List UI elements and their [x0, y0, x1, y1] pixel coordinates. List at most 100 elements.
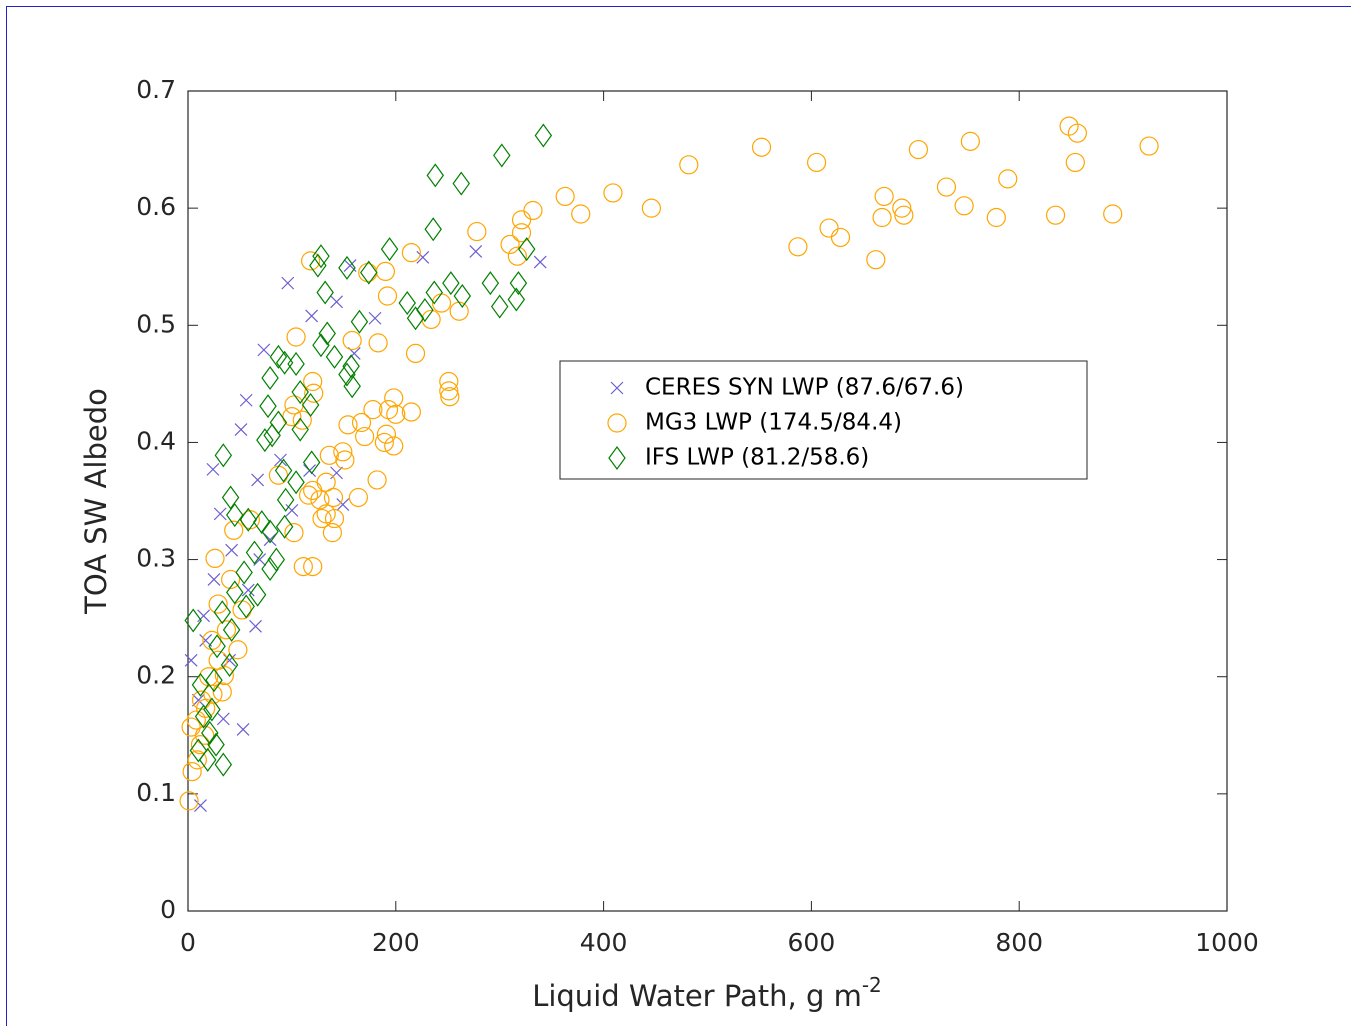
- scatter-point: [256, 428, 274, 453]
- scatter-point: [416, 250, 430, 264]
- scatter-point: [1103, 204, 1123, 224]
- page-frame: [6, 6, 1351, 1026]
- scatter-point: [330, 466, 344, 480]
- scatter-point: [291, 417, 309, 442]
- legend-marker: [608, 445, 626, 471]
- scatter-point: [338, 255, 356, 280]
- scatter-point: [212, 682, 232, 702]
- scatter-point: [259, 394, 277, 419]
- scatter-point: [203, 697, 221, 722]
- x-tick-label: 800: [995, 928, 1043, 957]
- y-tick-label: 0.6: [136, 192, 176, 221]
- scatter-point: [206, 462, 220, 476]
- scatter-point: [205, 548, 225, 569]
- scatter-point: [199, 667, 219, 687]
- scatter-point: [384, 436, 404, 456]
- scatter-point: [191, 693, 205, 707]
- scatter-point: [751, 137, 772, 157]
- scatter-point: [263, 533, 277, 547]
- scatter-point: [305, 309, 319, 323]
- scatter-point: [323, 487, 344, 508]
- scatter-point: [509, 271, 528, 296]
- scatter-point: [208, 634, 226, 659]
- scatter-point: [220, 569, 241, 590]
- y-tick-label: 0.5: [136, 309, 176, 338]
- scatter-point: [274, 458, 293, 483]
- scatter-point: [603, 183, 623, 203]
- scatter-point: [440, 387, 460, 407]
- scatter-point: [325, 344, 344, 369]
- y-axis-label: TOA SW Albedo: [79, 388, 113, 615]
- scatter-point: [452, 171, 470, 196]
- scatter-point: [338, 415, 358, 435]
- scatter-point: [426, 163, 445, 188]
- scatter-point: [225, 543, 239, 557]
- scatter-point: [425, 280, 443, 305]
- scatter-point: [226, 580, 244, 605]
- legend-box: [559, 360, 1088, 480]
- scatter-point: [286, 327, 306, 347]
- scatter-point: [500, 234, 520, 255]
- scatter-point: [555, 186, 575, 207]
- scatter-point: [304, 383, 324, 403]
- scatter-point: [186, 710, 206, 730]
- scatter-point: [954, 196, 974, 216]
- scatter-point: [282, 407, 302, 427]
- x-axis-label-superscript: -2: [862, 973, 882, 997]
- y-tick-label: 0.1: [136, 778, 176, 807]
- legend-label: IFS LWP (81.2/58.6): [645, 445, 869, 471]
- scatter-point: [207, 573, 221, 586]
- x-tick-label: 0: [180, 928, 196, 957]
- y-tick-label: 0.3: [136, 544, 176, 573]
- scatter-point: [1067, 123, 1087, 143]
- scatter-point: [201, 720, 219, 745]
- scatter-point: [261, 365, 279, 391]
- scatter-point: [301, 392, 320, 417]
- scatter-point: [350, 309, 369, 334]
- scatter-point: [377, 286, 398, 306]
- scatter-point: [179, 791, 199, 811]
- scatter-point: [380, 237, 399, 262]
- scatter-point: [363, 400, 383, 420]
- scatter-point: [374, 432, 394, 453]
- scatter-point: [248, 582, 267, 607]
- scatter-point: [312, 244, 330, 269]
- scatter-point: [333, 442, 353, 462]
- scatter-point: [205, 668, 223, 693]
- scatter-point: [213, 600, 232, 625]
- scatter-point: [511, 210, 532, 230]
- scatter-point: [198, 747, 217, 772]
- scatter-point: [1045, 205, 1066, 225]
- scatter-point: [338, 362, 356, 387]
- x-tick-label: 600: [788, 928, 836, 957]
- scatter-point: [310, 490, 330, 510]
- scatter-point: [281, 276, 295, 290]
- scatter-point: [1065, 152, 1085, 173]
- scatter-point: [401, 243, 421, 263]
- scatter-point: [213, 507, 227, 521]
- scatter-point: [208, 594, 228, 614]
- scatter-point: [819, 218, 839, 238]
- scatter-point: [534, 123, 553, 148]
- y-tick-label: 0: [160, 895, 176, 924]
- scatter-point: [245, 540, 264, 565]
- scatter-point: [184, 653, 198, 667]
- x-axis-label: Liquid Water Path, g m-2: [532, 973, 882, 1014]
- scatter-point: [998, 169, 1018, 189]
- scatter-point: [342, 330, 362, 351]
- scatter-point: [220, 652, 239, 678]
- scatter-point: [908, 139, 929, 160]
- y-tick-label: 0.7: [136, 75, 176, 104]
- scatter-point: [679, 155, 699, 175]
- scatter-point: [894, 205, 914, 225]
- scatter-point: [322, 523, 343, 543]
- scatter-point: [830, 227, 851, 248]
- scatter-point: [298, 485, 319, 505]
- scatter-point: [189, 738, 208, 763]
- scatter-point: [986, 207, 1006, 228]
- scatter-point: [1139, 136, 1159, 156]
- scatter-point: [301, 251, 321, 271]
- scatter-point: [226, 503, 244, 528]
- scatter-point: [351, 412, 372, 433]
